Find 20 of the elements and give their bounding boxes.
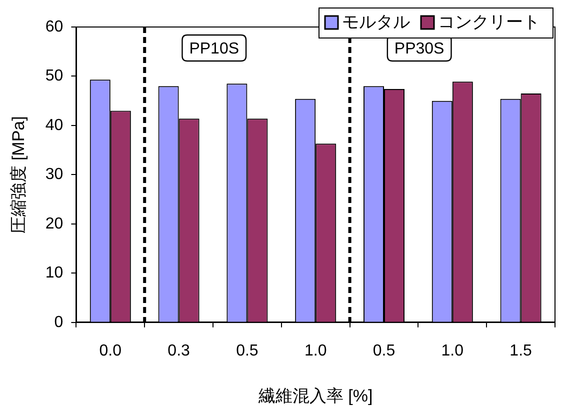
y-tick-label: 10 xyxy=(45,264,64,282)
annotation: PP30S xyxy=(394,40,444,58)
annotation: PP10S xyxy=(189,40,240,58)
x-tick-label: 0.5 xyxy=(236,342,258,360)
x-tick-label: 1.5 xyxy=(510,342,532,360)
legend-label: コンクリート xyxy=(438,12,540,32)
x-tick-label: 0.5 xyxy=(372,342,396,360)
x-tick-label: 1.0 xyxy=(304,342,327,360)
y-tick-label: 0 xyxy=(54,314,64,331)
x-axis-title: 繊維混入率 [%] xyxy=(257,386,373,406)
y-tick-label: 30 xyxy=(45,166,64,184)
legend-label: モルタル xyxy=(342,12,410,32)
y-axis-title: 圧縮強度 [MPa] xyxy=(8,116,28,234)
x-tick-label: 0.3 xyxy=(168,342,190,360)
x-tick-label: 0.0 xyxy=(99,342,122,360)
x-tick-label: 1.0 xyxy=(441,342,464,360)
y-tick-label: 60 xyxy=(45,18,64,36)
y-tick-label: 50 xyxy=(45,68,64,85)
y-tick-label: 20 xyxy=(45,215,64,232)
y-tick-label: 40 xyxy=(45,116,64,134)
